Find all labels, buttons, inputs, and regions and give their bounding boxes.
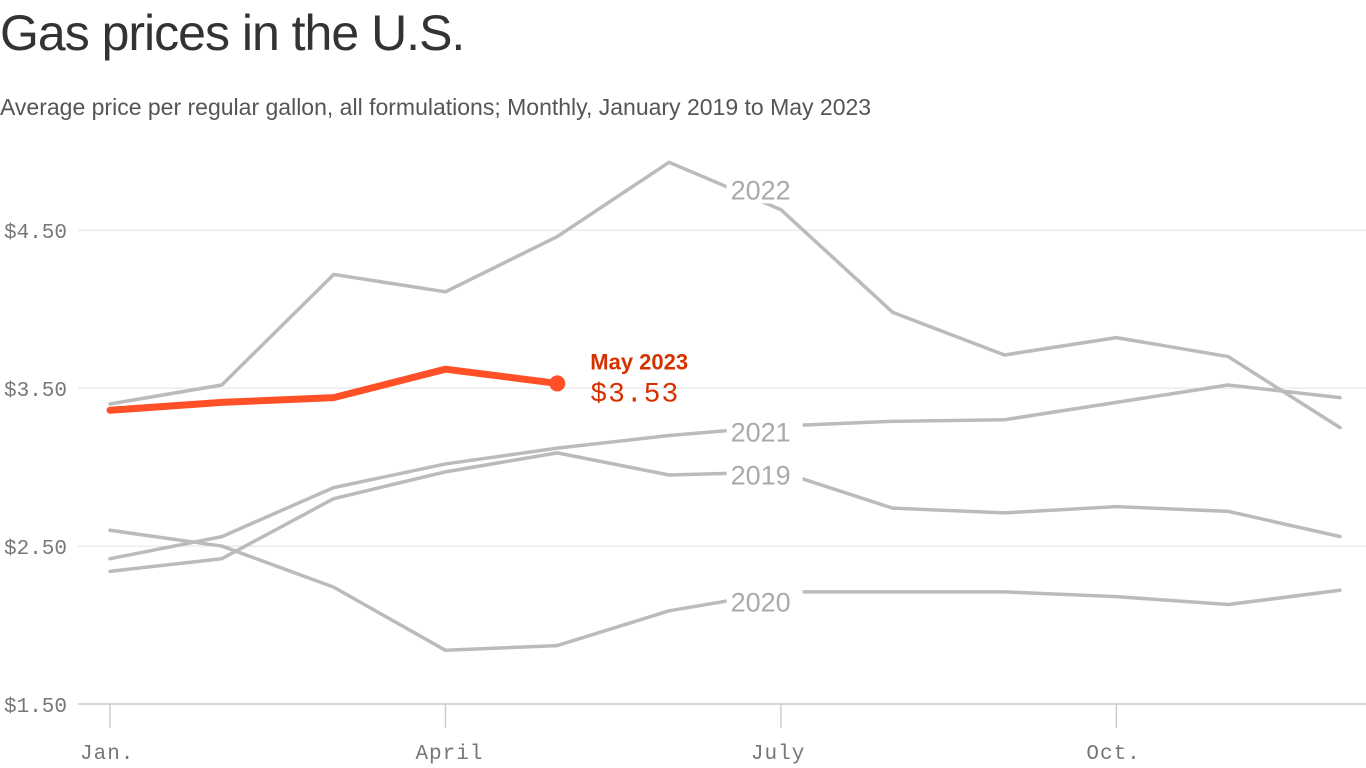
x-tick-label: July [751, 743, 805, 766]
series-label-background [726, 171, 803, 204]
series-label-2019: 2019 [731, 460, 791, 490]
chart-title: Gas prices in the U.S. [0, 5, 465, 61]
x-tick-label: April [415, 743, 483, 766]
series-labels: 2019 2020 2021 2022 [726, 171, 803, 617]
series-line-2022 [108, 160, 1342, 430]
chart-subtitle: Average price per regular gallon, all fo… [0, 94, 872, 120]
y-tick-label: $4.50 [4, 222, 67, 245]
series-line-2019 [108, 451, 1342, 574]
callout-title: May 2023 [590, 349, 688, 374]
x-axis: Jan. April July Oct. [80, 704, 1140, 766]
series-label-2020: 2020 [731, 587, 791, 617]
latest-point-marker [549, 375, 566, 392]
y-tick-label: $1.50 [4, 696, 67, 719]
series-label-2021: 2021 [731, 417, 791, 447]
series-line-2023 [106, 365, 561, 414]
series-line-2021 [108, 383, 1342, 561]
x-tick-label: Oct. [1086, 743, 1140, 766]
x-tick-label: Jan. [80, 743, 134, 766]
series-label-background [726, 583, 803, 616]
series-line-2020 [108, 528, 1342, 653]
series-label-background [726, 456, 803, 489]
grid-lines: $1.50 $2.50 $3.50 $4.50 [4, 222, 1366, 719]
y-tick-label: $3.50 [4, 380, 67, 403]
series-lines [106, 160, 1342, 653]
callout-value: $3.53 [590, 379, 679, 410]
y-tick-label: $2.50 [4, 538, 67, 561]
series-label-2022: 2022 [731, 175, 791, 205]
latest-value-callout: May 2023 $3.53 [549, 349, 688, 410]
series-label-background [726, 413, 803, 446]
